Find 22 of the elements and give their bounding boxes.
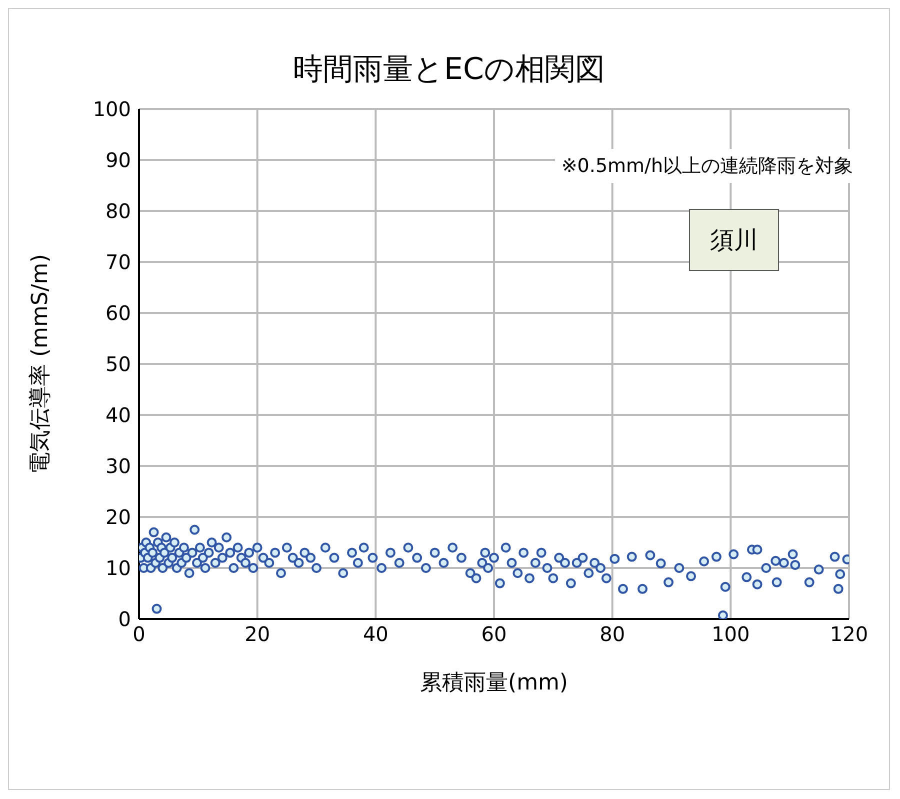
y-axis-title: 電気伝導率 (mmS/m)	[28, 254, 53, 474]
x-axis-title: 累積雨量(mm)	[420, 670, 568, 696]
x-tick-label: 120	[830, 622, 868, 646]
annotation: 須川	[689, 209, 779, 271]
x-tick-label: 100	[712, 622, 750, 646]
x-tick-label: 60	[481, 622, 507, 646]
y-tick-label: 90	[106, 148, 131, 172]
y-tick-label: 50	[106, 352, 131, 376]
annotation: ※0.5mm/h以上の連続降雨を対象	[555, 149, 859, 183]
x-tick-label: 80	[600, 622, 626, 646]
y-tick-label: 20	[106, 505, 131, 530]
y-tick-label: 100	[92, 97, 131, 122]
x-tick-label: 40	[362, 622, 388, 646]
y-tick-label: 70	[106, 250, 131, 274]
x-tick-label: 20	[244, 622, 270, 646]
y-tick-label: 40	[106, 403, 131, 428]
y-tick-label: 0	[118, 607, 131, 632]
y-tick-label: 30	[106, 454, 131, 478]
y-tick-label: 10	[106, 556, 131, 580]
y-tick-label: 60	[106, 301, 131, 326]
chart-title: 時間雨量とECの相関図	[292, 51, 606, 89]
y-tick-label: 80	[106, 199, 131, 224]
